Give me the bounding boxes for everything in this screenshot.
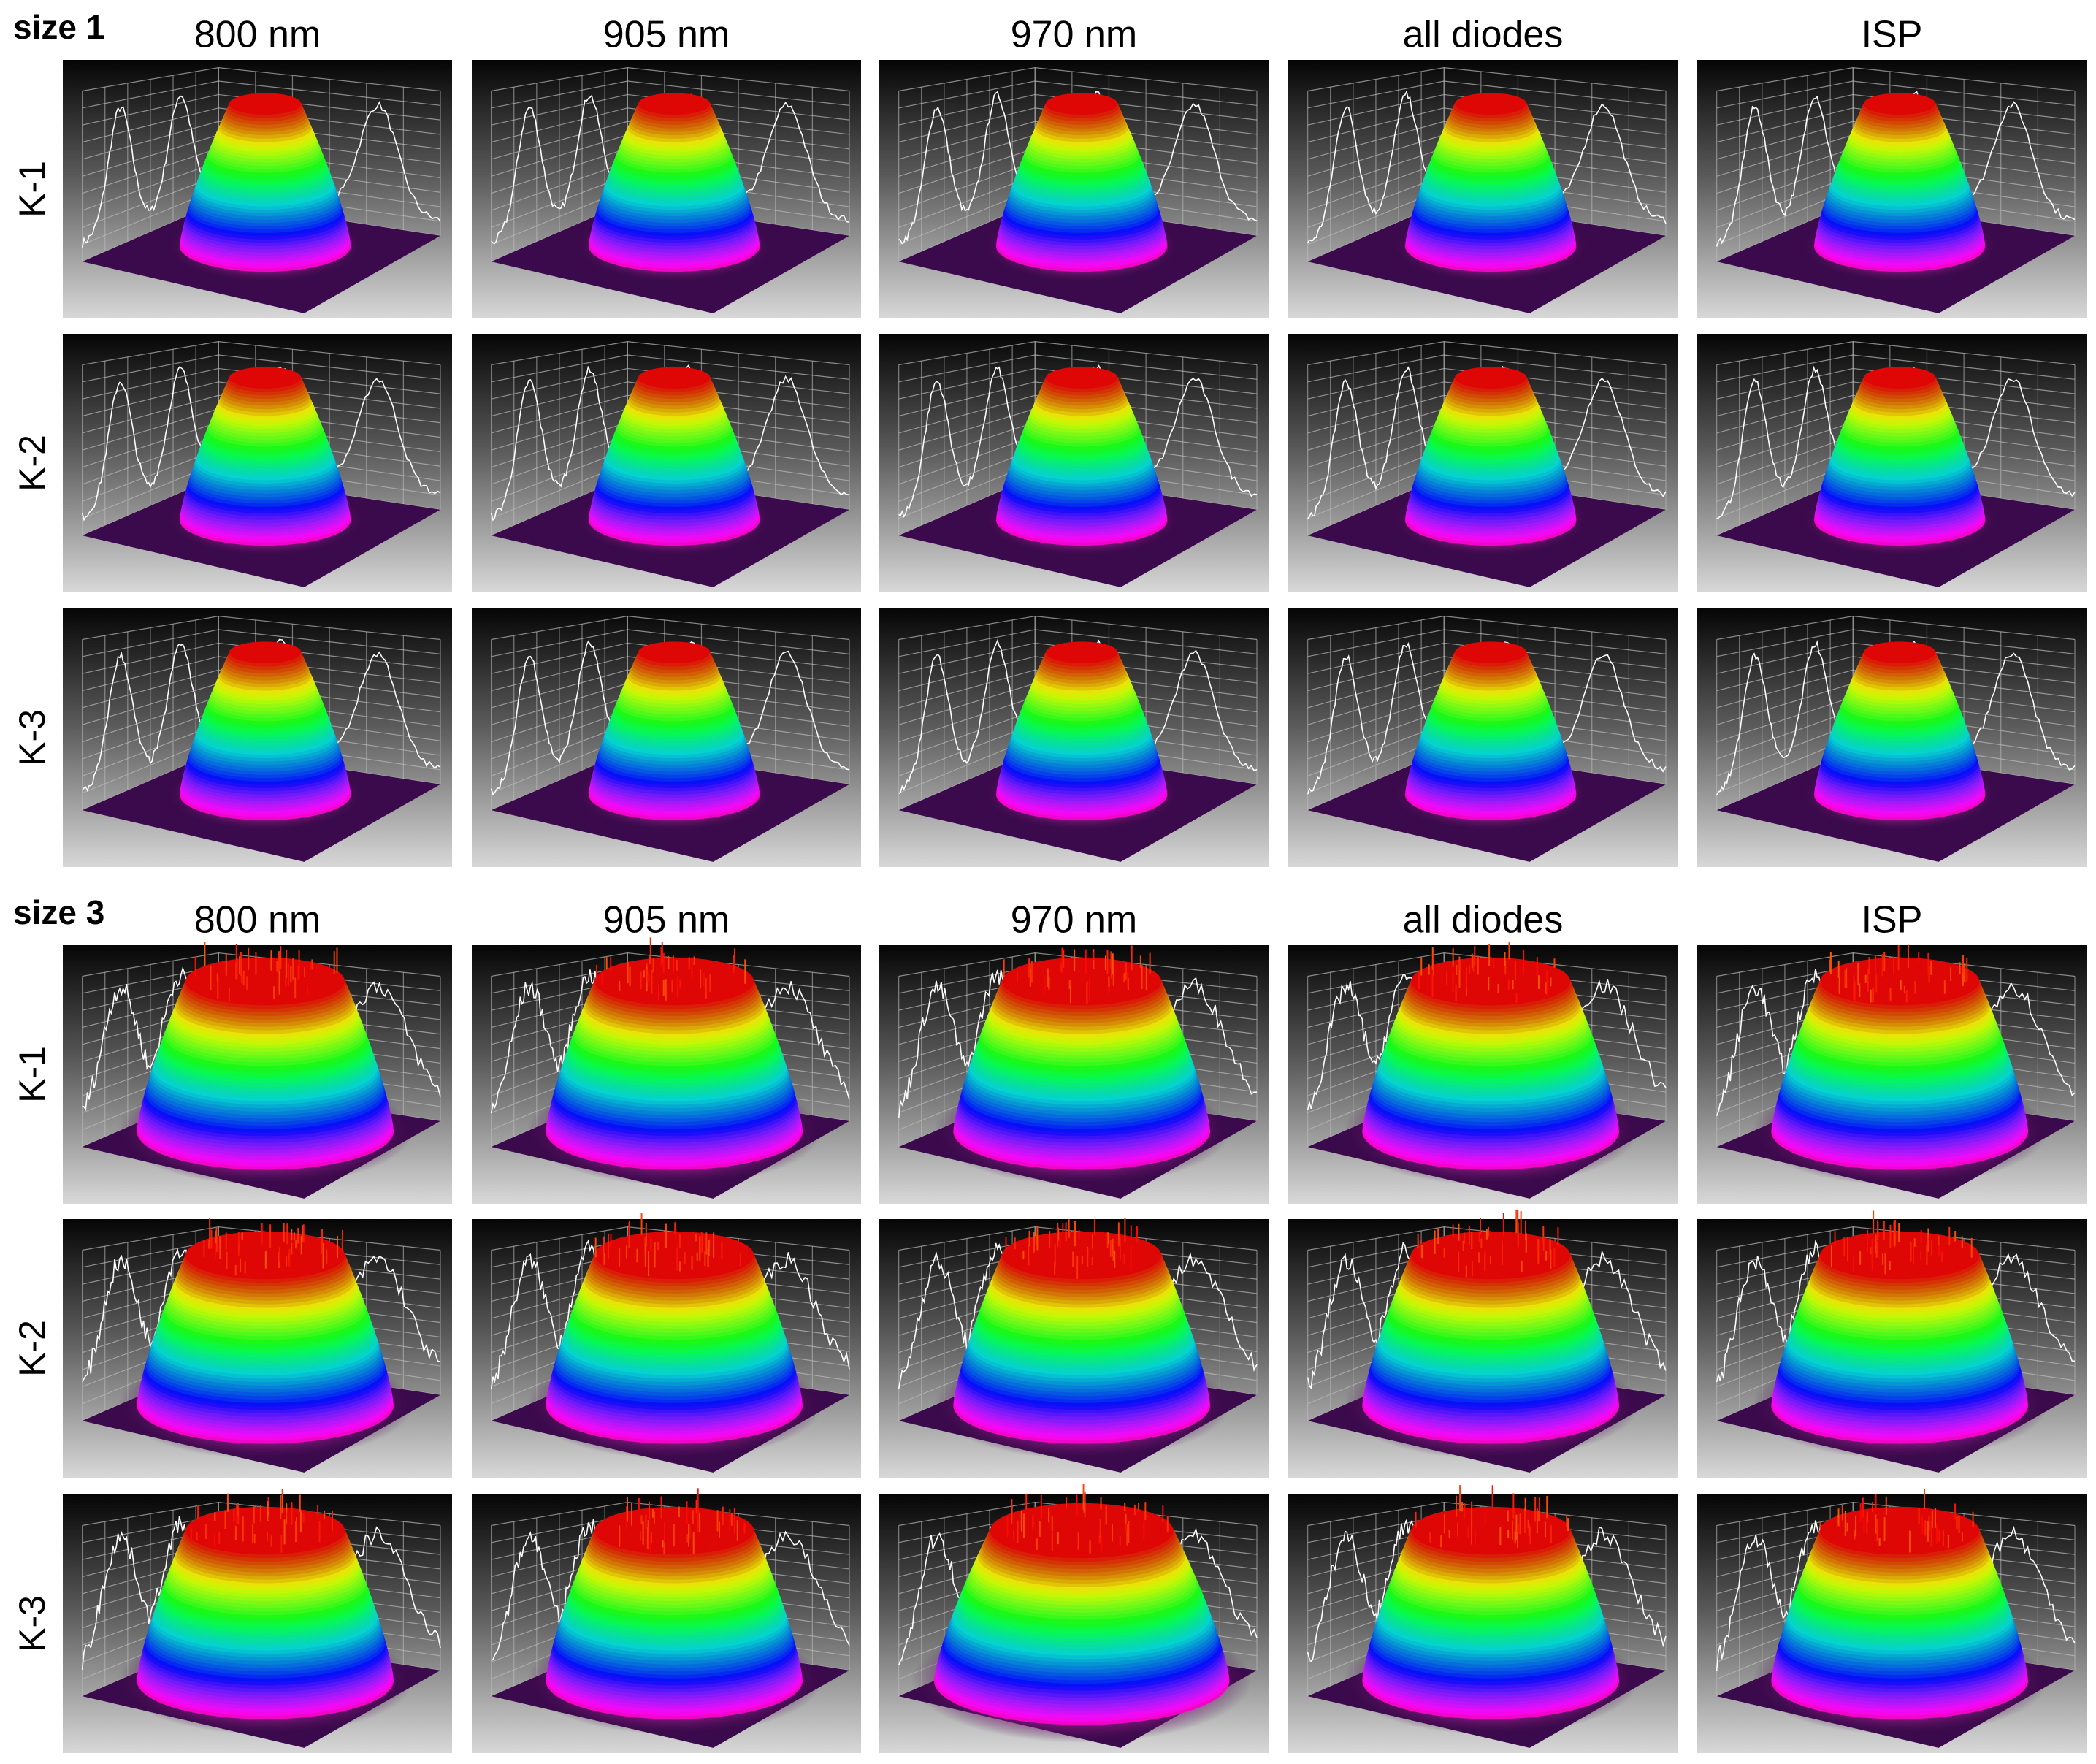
profile-curve — [1716, 640, 1854, 795]
profile-curve — [81, 95, 219, 248]
profile-curve — [82, 644, 219, 792]
profile-curve — [1716, 365, 1854, 519]
row-label: K-1 — [12, 1046, 53, 1103]
beam-profile-panel — [879, 334, 1269, 592]
beam-band — [638, 93, 711, 115]
profile-curve — [898, 638, 1036, 794]
beam-profile-panel — [1697, 1210, 2087, 1478]
beam-band — [1454, 367, 1527, 389]
beam-profile-panel — [1288, 334, 1678, 592]
beam-profile-panel — [1697, 608, 2087, 867]
column-header: 800 nm — [194, 14, 321, 56]
column-header: ISP — [1862, 14, 1923, 56]
column-header: ISP — [1862, 899, 1923, 942]
beam-profile-panel — [63, 1489, 452, 1753]
beam-band — [1820, 1506, 1980, 1555]
beam-profile-panel — [63, 60, 452, 318]
column-header: all diodes — [1403, 899, 1564, 942]
row-label: K-2 — [12, 1320, 53, 1377]
beam-band — [229, 367, 302, 389]
beam-band — [1411, 1231, 1571, 1280]
row-label: K-2 — [12, 435, 53, 492]
beam-band — [1045, 367, 1118, 389]
profile-curve — [1307, 641, 1445, 795]
beam-profile-panel — [879, 1484, 1269, 1753]
profile-curve — [1307, 366, 1445, 519]
beam-band — [1411, 957, 1571, 1006]
beam-band — [638, 641, 711, 663]
row-label: K-3 — [12, 709, 53, 766]
beam-band — [1820, 957, 1980, 1006]
profile-curve — [491, 94, 628, 245]
beam-profile-panel — [472, 937, 861, 1204]
section-title: size 3 — [13, 893, 104, 931]
beam-band — [594, 957, 754, 1006]
beam-profile-panel — [63, 608, 452, 867]
beam-band — [1454, 641, 1527, 663]
profile-curve — [898, 91, 1036, 245]
beam-profile-panel — [1288, 1209, 1678, 1478]
beam-profile-panel — [1697, 334, 2087, 592]
beam-profile-panel — [472, 1213, 861, 1478]
profile-curve — [490, 366, 628, 522]
beam-band — [1045, 641, 1118, 663]
profile-curve — [81, 366, 219, 522]
beam-band — [594, 1231, 754, 1280]
row-label: K-3 — [12, 1595, 53, 1652]
beam-profile-panel — [879, 945, 1269, 1204]
beam-profile-panel — [879, 60, 1269, 318]
beam-profile-panel — [879, 608, 1269, 867]
beam-band — [185, 957, 345, 1006]
beam-profile-panel — [472, 60, 861, 318]
beam-band — [1820, 1231, 1980, 1280]
beam-band — [1045, 93, 1118, 115]
beam-band — [229, 641, 302, 663]
beam-band — [1002, 1231, 1162, 1280]
beam-band — [1454, 93, 1527, 115]
beam-band — [1002, 957, 1162, 1006]
beam-profile-panel — [472, 1488, 861, 1753]
beam-profile-panel — [63, 1218, 452, 1478]
beam-band — [638, 367, 711, 389]
profile-curve — [898, 366, 1036, 518]
column-header: all diodes — [1403, 14, 1564, 56]
beam-band — [1863, 367, 1936, 389]
profile-curve — [1716, 96, 1854, 247]
column-header: 970 nm — [1011, 899, 1137, 942]
row-label: K-1 — [12, 161, 53, 218]
section-title: size 1 — [13, 8, 104, 46]
beam-profile-panel — [1697, 1489, 2087, 1753]
column-header: 905 nm — [603, 899, 730, 942]
beam-profile-panel — [1288, 942, 1678, 1204]
beam-profile-panel — [1697, 60, 2087, 318]
beam-profile-panel — [1697, 944, 2087, 1204]
column-header: 800 nm — [194, 899, 321, 942]
column-header: 970 nm — [1011, 14, 1137, 56]
profile-curve — [1307, 90, 1445, 243]
beam-profile-panel — [63, 942, 452, 1204]
beam-band — [185, 1506, 345, 1555]
beam-profile-panel — [1288, 1485, 1678, 1753]
beam-profile-panel — [472, 608, 861, 867]
column-header: 905 nm — [603, 14, 730, 56]
beam-profile-panel — [1288, 608, 1678, 867]
beam-profile-panel — [472, 334, 861, 592]
beam-profile-panel — [879, 1218, 1269, 1478]
profile-curve — [490, 640, 628, 795]
beam-profile-panel — [1288, 60, 1678, 318]
beam-profile-panel — [63, 334, 452, 592]
beam-band — [1863, 93, 1936, 115]
beam-band — [229, 93, 302, 115]
beam-band — [1863, 641, 1936, 663]
